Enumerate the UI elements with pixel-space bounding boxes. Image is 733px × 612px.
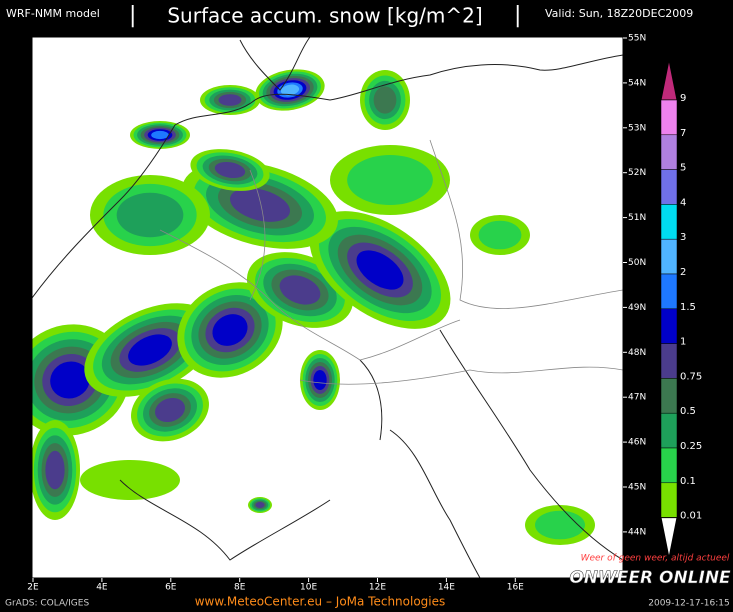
legend-swatch xyxy=(660,482,678,518)
snow-contour xyxy=(116,192,184,238)
lon-label: 8E xyxy=(234,583,246,593)
snow-contour xyxy=(373,86,397,114)
legend-label: 3 xyxy=(680,232,686,243)
lat-label: 51N xyxy=(628,213,646,223)
lat-label: 54N xyxy=(628,78,646,88)
credit: GrADS: COLA/IGES xyxy=(5,599,89,609)
lon-label: 2E xyxy=(27,583,39,593)
legend-swatch xyxy=(660,169,678,205)
snow-contour xyxy=(212,314,248,346)
snow-contour xyxy=(356,250,404,290)
snow-contour xyxy=(280,84,300,96)
legend-swatch xyxy=(660,378,678,414)
snow-contour xyxy=(535,510,585,540)
snow-contour xyxy=(80,460,180,500)
legend-label: 0.5 xyxy=(680,406,696,417)
borders xyxy=(159,139,623,385)
lon-label: 16E xyxy=(507,583,524,593)
lon-label: 6E xyxy=(165,583,177,593)
snow-contour xyxy=(478,220,522,250)
legend-label: 5 xyxy=(680,163,686,174)
lon-label: 4E xyxy=(96,583,108,593)
lon-label: 14E xyxy=(438,583,455,593)
lat-label: 55N xyxy=(628,34,646,44)
lat-label: 52N xyxy=(628,168,646,178)
legend-label: 9 xyxy=(680,93,686,104)
snow-contour xyxy=(347,155,433,205)
lat-label: 50N xyxy=(628,258,646,268)
snow-contour xyxy=(279,275,321,305)
legend-bottom xyxy=(660,517,678,558)
lat-label: 47N xyxy=(628,393,646,403)
valid-time: Valid: Sun, 18Z20DEC2009 xyxy=(545,7,693,20)
lat-label: 53N xyxy=(628,123,646,133)
map-title: Surface accum. snow [kg/m^2] xyxy=(167,4,482,28)
lat-label: 48N xyxy=(628,348,646,358)
legend-label: 0.01 xyxy=(680,511,702,522)
snow-contour xyxy=(313,370,327,390)
timestamp: 2009-12-17-16:15 xyxy=(648,599,730,609)
snow-contour xyxy=(45,450,65,490)
snow-contour xyxy=(214,161,246,179)
lat-label: 46N xyxy=(628,438,646,448)
snow-contour xyxy=(155,397,185,423)
logo: ONWEER ONLINE xyxy=(569,568,731,588)
model-label: WRF-NMM model xyxy=(6,7,100,20)
legend-swatch xyxy=(660,238,678,275)
source: www.MeteoCenter.eu – JoMa Technologies xyxy=(195,595,446,609)
separator: | xyxy=(514,3,521,28)
legend-label: 7 xyxy=(680,128,686,139)
snow-contour xyxy=(50,361,90,399)
legend-label: 0.75 xyxy=(680,371,702,382)
legend-swatch xyxy=(660,99,678,136)
snow-contour xyxy=(230,188,290,222)
snow-contour xyxy=(218,94,242,106)
legend-label: 1.5 xyxy=(680,302,696,313)
separator: | xyxy=(129,3,136,28)
legend-label: 1 xyxy=(680,337,686,348)
legend-swatch xyxy=(660,134,678,170)
legend-label: 0.25 xyxy=(680,441,702,452)
legend-swatch xyxy=(660,447,678,484)
legend-label: 4 xyxy=(680,197,686,208)
legend-swatch xyxy=(660,343,678,379)
legend-swatch xyxy=(660,412,678,449)
legend-swatch xyxy=(660,308,678,344)
lat-label: 44N xyxy=(628,527,646,537)
coastlines xyxy=(32,37,623,578)
snow-contour xyxy=(128,334,172,366)
legend-swatch xyxy=(660,273,678,310)
lat-label: 49N xyxy=(628,303,646,313)
legend-label: 2 xyxy=(680,267,686,278)
snow-contour xyxy=(255,501,265,509)
snow-field xyxy=(32,69,595,545)
legend-label: 0.1 xyxy=(680,476,696,487)
snow-contour xyxy=(151,130,169,140)
lat-label: 45N xyxy=(628,483,646,493)
lon-label: 12E xyxy=(369,583,386,593)
lon-label: 10E xyxy=(300,583,317,593)
legend-swatch xyxy=(660,204,678,240)
slogan: Weer of geen weer, altijd actueel xyxy=(581,554,730,564)
